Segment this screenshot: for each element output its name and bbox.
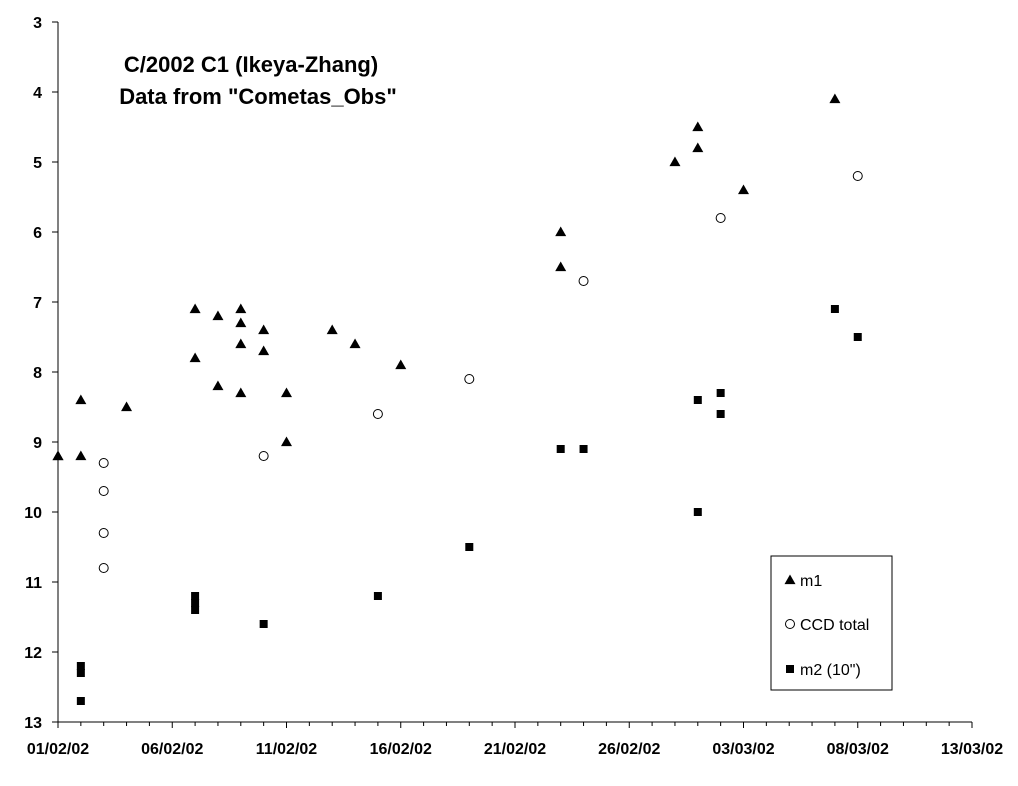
m1-point (692, 142, 704, 153)
m1-point (212, 380, 224, 391)
title-line-1: C/2002 C1 (Ikeya-Zhang) (124, 52, 378, 77)
m2-point (830, 305, 839, 313)
m1-point (212, 310, 224, 321)
m1-point (395, 359, 407, 370)
m1-point (235, 303, 247, 314)
y-tick-label: 13 (24, 715, 42, 732)
legend-label-m2: m2 (10") (800, 662, 861, 679)
legend-marker-m2 (786, 665, 794, 673)
ccd-total-point (98, 458, 109, 468)
m1-point (189, 352, 201, 363)
legend-marker-ccd-total (785, 619, 795, 629)
x-tick-label: 08/03/02 (827, 741, 889, 758)
m1-point (692, 121, 704, 132)
m1-point (75, 450, 87, 461)
ccd-total-point (372, 409, 383, 419)
y-tick-label: 8 (33, 365, 42, 382)
legend-label-m1: m1 (800, 573, 822, 590)
ccd-total-point (715, 213, 726, 223)
m2-point (76, 697, 85, 705)
m2-point (716, 389, 725, 397)
m2-point (191, 606, 200, 614)
m1-point (75, 394, 87, 405)
m1-point (349, 338, 361, 349)
ccd-total-point (464, 374, 475, 384)
y-tick-label: 12 (24, 645, 42, 662)
m1-point (555, 261, 567, 272)
y-tick-label: 3 (33, 15, 42, 32)
ccd-total-point (98, 528, 109, 538)
m2-point (373, 592, 382, 600)
y-tick-label: 11 (25, 575, 42, 592)
y-tick-label: 9 (33, 435, 42, 452)
m2-point (579, 445, 588, 453)
x-tick-label: 13/03/02 (941, 741, 1003, 758)
ccd-total-point (578, 276, 589, 286)
legend-label-ccd-total: CCD total (800, 617, 869, 634)
chart-title: C/2002 C1 (Ikeya-Zhang) Data from "Comet… (119, 52, 397, 109)
x-tick-label: 06/02/02 (141, 741, 203, 758)
y-tick-label: 10 (24, 505, 42, 522)
m1-point (235, 338, 247, 349)
x-tick-label: 21/02/02 (484, 741, 546, 758)
ccd-total-point (98, 563, 109, 573)
m2-point (693, 396, 702, 404)
m1-point (555, 226, 567, 237)
m2-point (76, 669, 85, 677)
x-tick-label: 03/03/02 (712, 741, 774, 758)
m1-point (235, 317, 247, 328)
axes: 3 4 5 6 7 8 9 10 11 12 13 01/02/02 06/02/02 11/02/02 1… (24, 15, 1003, 758)
m1-point (235, 387, 247, 398)
m1-point (829, 93, 841, 104)
m1-point (258, 345, 270, 356)
m1-point (52, 450, 64, 461)
ccd-total-point (258, 451, 269, 461)
m2-point (76, 662, 85, 670)
y-tick-label: 6 (33, 225, 42, 242)
m1-point (189, 303, 201, 314)
legend: m1 CCD total m2 (10") (770, 555, 893, 691)
x-tick-label: 11/02/02 (256, 741, 318, 758)
m2-point (693, 508, 702, 516)
x-tick-label: 16/02/02 (370, 741, 432, 758)
title-line-2: Data from "Cometas_Obs" (119, 84, 397, 109)
m1-point (258, 324, 270, 335)
m1-point (326, 324, 338, 335)
m2-point (465, 543, 474, 551)
y-tick-label: 7 (33, 295, 42, 312)
m1-point (669, 156, 681, 167)
m1-point (281, 436, 292, 447)
data-points (52, 93, 863, 705)
x-tick-label: 26/02/02 (598, 741, 660, 758)
m2-point (716, 410, 725, 418)
m2-point (259, 620, 268, 628)
legend-marker-m1 (784, 574, 796, 585)
m2-point (556, 445, 565, 453)
m2-point (853, 333, 862, 341)
m2-point (191, 592, 200, 600)
ccd-total-point (98, 486, 109, 496)
m1-point (281, 387, 292, 398)
ccd-total-point (852, 171, 863, 181)
m2-point (191, 599, 200, 607)
m1-point (738, 184, 749, 195)
m1-point (121, 401, 133, 412)
y-tick-label: 5 (33, 155, 42, 172)
x-tick-label: 01/02/02 (27, 741, 89, 758)
y-tick-label: 4 (33, 85, 42, 102)
